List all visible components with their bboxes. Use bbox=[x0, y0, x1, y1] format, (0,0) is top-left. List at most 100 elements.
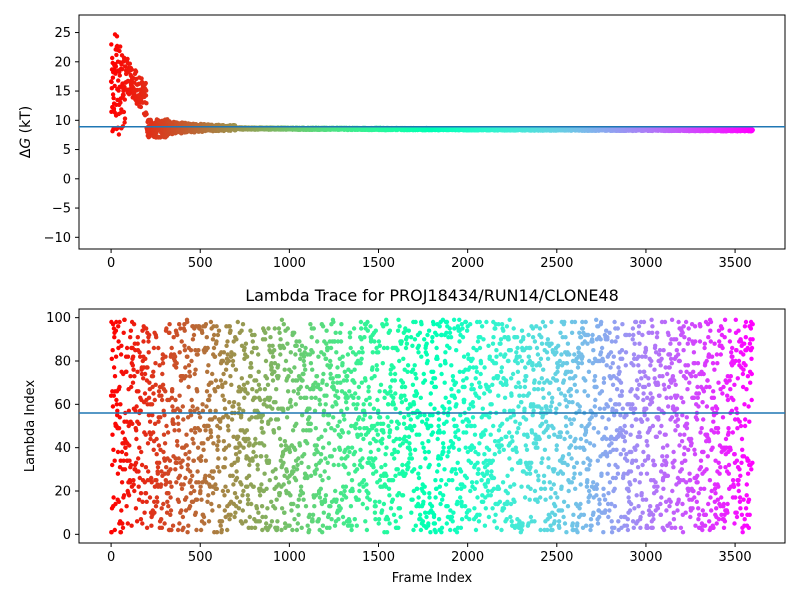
lambda-point bbox=[155, 465, 161, 470]
lambda-point bbox=[112, 335, 117, 340]
lambda-point bbox=[154, 478, 159, 483]
lambda-point bbox=[223, 380, 228, 385]
lambda-point bbox=[265, 506, 270, 511]
lambda-point bbox=[277, 436, 283, 442]
lambda-point bbox=[236, 434, 241, 439]
lambda-point bbox=[279, 317, 285, 322]
lambda-point bbox=[331, 319, 336, 325]
lambda-point bbox=[240, 508, 245, 513]
lambda-point bbox=[306, 465, 311, 470]
lambda-point bbox=[294, 467, 300, 472]
lambda-point bbox=[296, 456, 301, 461]
lambda-point bbox=[120, 525, 126, 530]
lambda-point bbox=[226, 415, 231, 420]
lambda-point bbox=[193, 510, 198, 515]
lambda-point bbox=[149, 402, 155, 407]
lambda-point bbox=[317, 397, 322, 403]
lambda-point bbox=[278, 337, 283, 342]
lambda-point bbox=[227, 324, 232, 329]
lambda-point bbox=[142, 510, 147, 515]
lambda-point bbox=[167, 330, 172, 335]
lambda-point bbox=[184, 443, 189, 448]
lambda-point bbox=[146, 469, 151, 474]
lambda-point bbox=[195, 389, 200, 394]
lambda-point bbox=[256, 369, 261, 374]
lambda-point bbox=[190, 404, 195, 409]
dg-point bbox=[125, 56, 130, 62]
lambda-point bbox=[154, 452, 159, 457]
lambda-point bbox=[346, 445, 351, 450]
lambda-point bbox=[347, 335, 353, 340]
lambda-point bbox=[251, 449, 256, 455]
lambda-point bbox=[257, 387, 263, 392]
lambda-point bbox=[332, 447, 337, 452]
lambda-point bbox=[318, 486, 323, 491]
lambda-point bbox=[318, 452, 324, 457]
lambda-point bbox=[245, 380, 250, 385]
lambda-point bbox=[348, 504, 354, 509]
dg-x-tick-label: 2500 bbox=[540, 256, 573, 271]
lambda-point bbox=[189, 484, 195, 489]
lambda-point bbox=[308, 421, 313, 426]
lambda-point bbox=[263, 514, 268, 520]
lambda-point bbox=[270, 406, 275, 411]
lambda-point bbox=[142, 391, 148, 396]
lambda-point bbox=[153, 504, 159, 509]
lambda-point bbox=[300, 491, 306, 496]
dg-point bbox=[138, 104, 144, 110]
lambda-point bbox=[205, 345, 210, 351]
dg-point bbox=[111, 106, 117, 111]
lambda-point bbox=[295, 462, 300, 468]
lambda-point bbox=[253, 454, 259, 459]
dg-point bbox=[114, 52, 119, 58]
lambda-point bbox=[200, 402, 205, 407]
lambda-point bbox=[196, 480, 201, 485]
lambda-point bbox=[235, 456, 241, 461]
lambda-point bbox=[208, 430, 213, 435]
lambda-point bbox=[138, 491, 144, 496]
lambda-point bbox=[273, 467, 278, 472]
lambda-point bbox=[133, 460, 139, 465]
dg-point bbox=[139, 76, 144, 81]
lambda-point bbox=[116, 324, 121, 329]
lambda-point bbox=[197, 428, 203, 433]
dg-point bbox=[118, 100, 123, 105]
lambda-point bbox=[114, 397, 119, 403]
lambda-point bbox=[231, 400, 237, 405]
lambda-point bbox=[169, 527, 174, 533]
lambda-point bbox=[328, 504, 333, 509]
lambda-point bbox=[270, 343, 275, 348]
lambda-point bbox=[329, 454, 334, 459]
lambda-point bbox=[211, 441, 216, 446]
lambda-point bbox=[253, 436, 258, 442]
dg-x-tick-label: 3000 bbox=[629, 256, 662, 271]
lambda-point bbox=[161, 501, 166, 507]
lambda-point bbox=[326, 512, 331, 517]
lambda-point bbox=[144, 499, 149, 504]
lambda-point bbox=[136, 421, 142, 426]
lambda-point bbox=[268, 417, 273, 422]
lambda-point bbox=[157, 460, 162, 465]
lambda-point bbox=[347, 519, 352, 524]
lambda-point bbox=[347, 449, 352, 455]
lambda-point bbox=[190, 473, 195, 478]
lambda-point bbox=[130, 421, 135, 426]
lambda-point bbox=[131, 354, 136, 359]
lambda-point bbox=[199, 497, 204, 502]
lambda-point bbox=[334, 350, 339, 355]
lambda-point bbox=[237, 499, 243, 504]
lambda-point bbox=[136, 469, 141, 474]
lambda-point bbox=[294, 421, 299, 426]
lambda-point bbox=[223, 456, 228, 461]
lambda-point bbox=[249, 501, 254, 507]
lambda-point bbox=[156, 389, 162, 394]
lambda-point bbox=[186, 384, 191, 390]
lambda-point bbox=[136, 389, 141, 394]
lambda-point bbox=[179, 339, 184, 344]
lambda-point bbox=[254, 506, 260, 511]
lambda-point bbox=[319, 434, 324, 439]
lambda-point bbox=[177, 322, 182, 327]
lambda-point bbox=[348, 330, 353, 335]
lambda-point bbox=[316, 382, 321, 387]
lambda-point bbox=[155, 471, 160, 476]
